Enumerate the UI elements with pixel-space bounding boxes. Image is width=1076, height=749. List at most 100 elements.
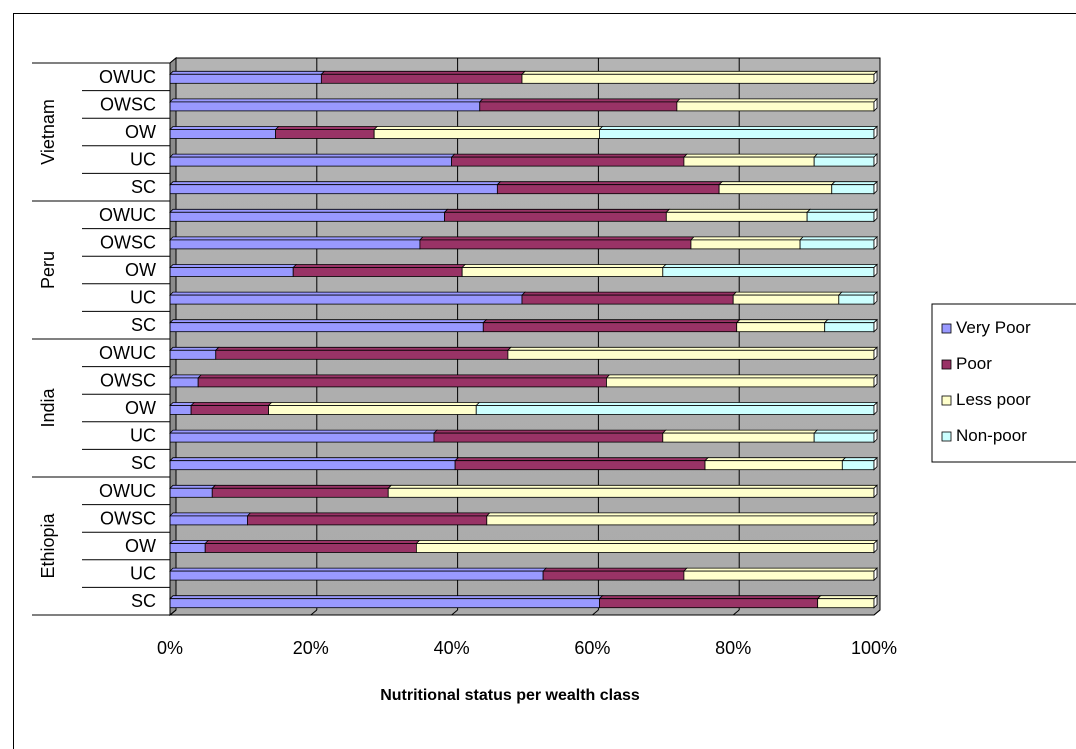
bar-face [454, 460, 706, 471]
category-label: UC [130, 564, 156, 584]
bar-top [169, 484, 217, 489]
bar-top [169, 374, 203, 379]
bar-top [482, 319, 741, 324]
category-label: OWUC [99, 481, 156, 501]
bar-segment [169, 374, 203, 388]
chart-frame [13, 13, 1076, 749]
bar-segment [598, 595, 822, 609]
bar-face [197, 377, 607, 388]
bar-face [606, 377, 875, 388]
bar-top [169, 70, 326, 75]
category-label: OW [125, 122, 156, 142]
bar-face [475, 405, 875, 415]
bar-face [190, 405, 269, 415]
bar-segment [521, 291, 738, 305]
gridline-foot [873, 609, 881, 616]
bar-top [320, 70, 526, 75]
bar-face [817, 598, 875, 609]
category-label: UC [130, 288, 156, 308]
bar-face [215, 349, 509, 360]
bar-top [823, 319, 878, 324]
legend-box [931, 303, 1076, 463]
bar-top [704, 457, 847, 462]
bar-top [461, 264, 667, 268]
bar-segment [190, 402, 273, 415]
bar-segment [169, 484, 217, 498]
bar-end [873, 180, 878, 195]
category-label: SC [131, 177, 156, 197]
group-label: Peru [38, 251, 58, 289]
legend-label: Poor [956, 354, 992, 373]
bar-face [683, 570, 875, 581]
bar-segment [605, 374, 878, 388]
bar-face [838, 294, 875, 305]
bar-top [169, 181, 502, 186]
bar-segment [735, 319, 829, 333]
bar-top [661, 264, 878, 268]
category-label: OWSC [100, 508, 156, 528]
bar-face [169, 73, 322, 84]
gridline-foot [732, 609, 740, 616]
bar-face [169, 294, 523, 305]
bar-face [824, 322, 875, 333]
bar-top [292, 264, 467, 268]
group-label: Vietnam [38, 99, 58, 165]
bar-segment [598, 126, 878, 139]
bar-top [169, 126, 280, 130]
bar-top [718, 181, 836, 186]
bar-top [418, 236, 695, 241]
bar-segment [169, 126, 280, 139]
bar-segment [841, 457, 878, 471]
bar-top [190, 402, 273, 406]
bar-segment [387, 484, 878, 498]
bar-end [873, 401, 878, 416]
bar-face [665, 211, 808, 222]
bar-end [873, 346, 878, 361]
category-label: OW [125, 536, 156, 556]
bar-top [169, 457, 460, 462]
bar-segment [806, 208, 878, 222]
bar-face [496, 184, 720, 195]
bar-top [598, 126, 878, 130]
bar-face [169, 322, 484, 333]
bar-face [683, 156, 815, 167]
bar-top [169, 264, 298, 268]
bar-segment [506, 346, 878, 360]
bar-face [732, 294, 840, 305]
bar-top [682, 567, 878, 572]
bar-end [873, 511, 878, 526]
bars [169, 70, 878, 609]
legend-label: Very Poor [956, 318, 1031, 337]
bar-segment [292, 264, 467, 277]
bar-top [675, 98, 878, 103]
bar-face [169, 101, 481, 112]
bar-segment [521, 70, 878, 84]
bar-top [169, 236, 424, 241]
bar-face [169, 156, 453, 167]
bar-top [415, 540, 878, 544]
bar-segment [799, 236, 878, 250]
bar-segment [169, 567, 548, 581]
bar-face [507, 349, 875, 360]
category-label: OWSC [100, 370, 156, 390]
bar-face [482, 322, 738, 333]
bar-segment [682, 153, 819, 167]
bar-top [813, 153, 878, 158]
legend: Very Poor Poor Less poor Non-poor [931, 303, 1076, 463]
bar-segment [169, 264, 298, 277]
bar-face [169, 349, 217, 360]
bar-segment [214, 346, 512, 360]
bar-segment [813, 153, 878, 167]
bar-segment [454, 457, 710, 471]
bar-segment [246, 512, 491, 526]
bar-segment [443, 208, 671, 222]
bar-top [841, 457, 878, 462]
bar-segment [823, 319, 878, 333]
bar-top [387, 484, 878, 489]
bar-top [433, 429, 667, 434]
category-label: UC [130, 150, 156, 170]
bar-segment [542, 567, 688, 581]
bar-top [197, 374, 611, 379]
bar-segment [665, 208, 812, 222]
bar-top [246, 512, 491, 517]
